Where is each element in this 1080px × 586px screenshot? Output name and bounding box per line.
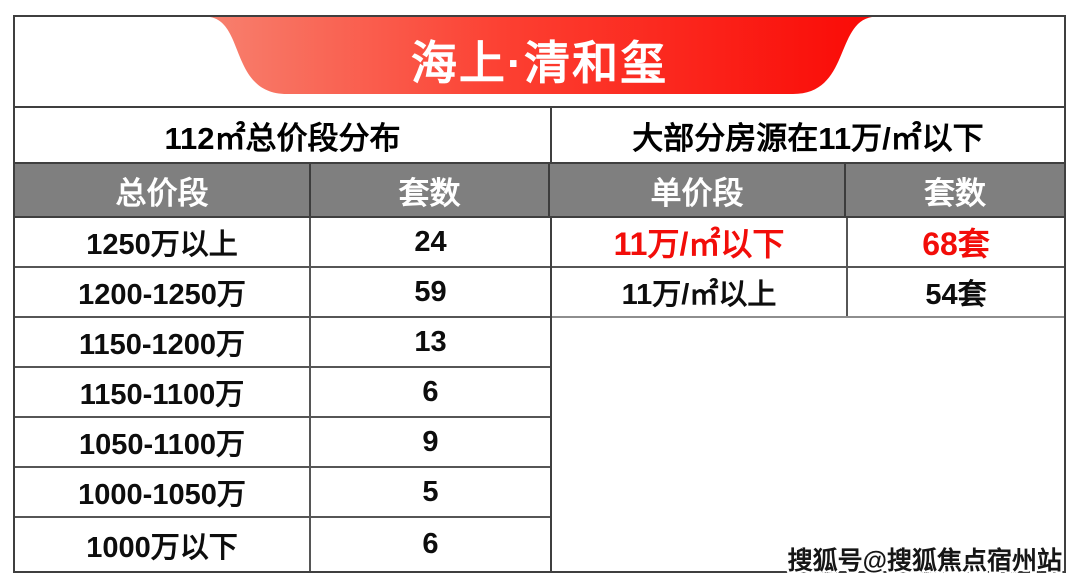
- empty-cell: 搜狐号@搜狐焦点宿州站: [552, 318, 1064, 575]
- count-cell: 5: [422, 475, 439, 508]
- count-cell: 68套: [922, 226, 990, 262]
- count-cell: 6: [422, 528, 439, 560]
- table-frame: 海上·清和玺 112㎡总价段分布 大部分房源在11万/㎡以下 总价段 套数 单价…: [13, 15, 1066, 575]
- project-title: 海上·清和玺: [410, 37, 669, 89]
- col-header-unit-count-right: 套数: [924, 175, 986, 211]
- col-header-unit-count-left: 套数: [311, 164, 550, 216]
- price-range-cell: 1200-1250万: [15, 268, 311, 316]
- price-range-cell: 1050-1100万: [15, 418, 311, 466]
- table-row: 1000-1050万 5: [15, 468, 550, 518]
- count-cell: 24: [414, 225, 447, 258]
- data-area: 1250万以上 24 1200-1250万 59 1150-1200万 13 1…: [15, 218, 1064, 575]
- table-row: 1200-1250万 59: [15, 268, 550, 318]
- table-row: 1150-1100万 6: [15, 368, 550, 418]
- red-ribbon-shape: [210, 17, 872, 94]
- count-cell: 9: [422, 425, 439, 458]
- count-cell: 13: [414, 325, 447, 358]
- table-row: 11万/㎡以上 54套: [552, 268, 1064, 318]
- price-range-cell: 1150-1100万: [15, 368, 311, 416]
- unit-price-range-cell: 11万/㎡以上: [552, 268, 848, 316]
- right-section-title: 大部分房源在11万/㎡以下: [632, 120, 984, 156]
- table-row: 1150-1200万 13: [15, 318, 550, 368]
- table-row: 1250万以上 24: [15, 218, 550, 268]
- title-banner-row: 海上·清和玺: [15, 17, 1064, 108]
- col-header-total-price-range: 总价段: [15, 164, 311, 216]
- table-row-highlight: 11万/㎡以下 68套: [552, 218, 1064, 268]
- price-range-cell: 1250万以上: [15, 218, 311, 266]
- count-cell: 59: [414, 275, 447, 308]
- total-price-table: 1250万以上 24 1200-1250万 59 1150-1200万 13 1…: [15, 218, 552, 571]
- count-cell: 54套: [925, 279, 987, 311]
- unit-price-table: 11万/㎡以下 68套 11万/㎡以上 54套 搜狐号@搜狐焦点宿州站: [552, 218, 1064, 575]
- price-range-cell: 1150-1200万: [15, 318, 311, 366]
- section-header-row: 112㎡总价段分布 大部分房源在11万/㎡以下: [15, 108, 1064, 164]
- price-range-cell: 1000万以下: [15, 518, 311, 571]
- table-row: 1000万以下 6: [15, 518, 550, 571]
- column-header-row: 总价段 套数 单价段 套数: [15, 164, 1064, 218]
- unit-price-range-cell: 11万/㎡以下: [552, 218, 848, 266]
- sohu-watermark: 搜狐号@搜狐焦点宿州站: [787, 547, 1062, 575]
- price-range-cell: 1000-1050万: [15, 468, 311, 516]
- table-row: 1050-1100万 9: [15, 418, 550, 468]
- left-section-title: 112㎡总价段分布: [15, 108, 552, 162]
- col-header-unit-price-range: 单价段: [550, 164, 846, 216]
- count-cell: 6: [422, 375, 439, 408]
